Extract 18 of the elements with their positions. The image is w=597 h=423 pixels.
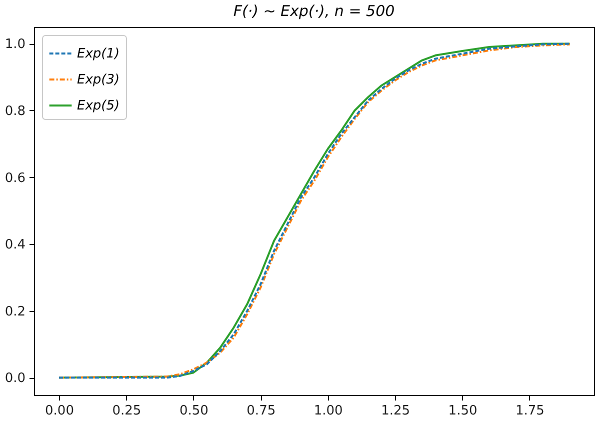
x-tick-label: 1.75 (516, 404, 544, 418)
x-tick-label: 0.00 (45, 404, 74, 418)
legend-label: Exp(3) (77, 72, 120, 88)
x-tick-label: 1.00 (314, 404, 343, 418)
y-tick-label: 0.6 (4, 170, 26, 186)
y-tick-label: 0.0 (4, 371, 26, 386)
legend-label: Exp(1) (77, 46, 120, 62)
legend-label: Exp(5) (77, 98, 120, 114)
x-tick-label: 1.50 (448, 404, 478, 418)
chart-title: F(·) ~ Exp(·), n = 500 (233, 2, 395, 20)
y-tick-label: 0.2 (4, 304, 26, 320)
x-tick-label: 0.25 (112, 404, 142, 418)
y-tick-label: 1.0 (4, 37, 26, 52)
x-tick-label: 1.25 (381, 404, 410, 418)
y-tick-label: 0.4 (4, 238, 26, 253)
y-tick-label: 0.8 (4, 104, 26, 119)
x-tick-label: 0.75 (246, 404, 276, 418)
x-tick-label: 0.50 (179, 404, 208, 418)
